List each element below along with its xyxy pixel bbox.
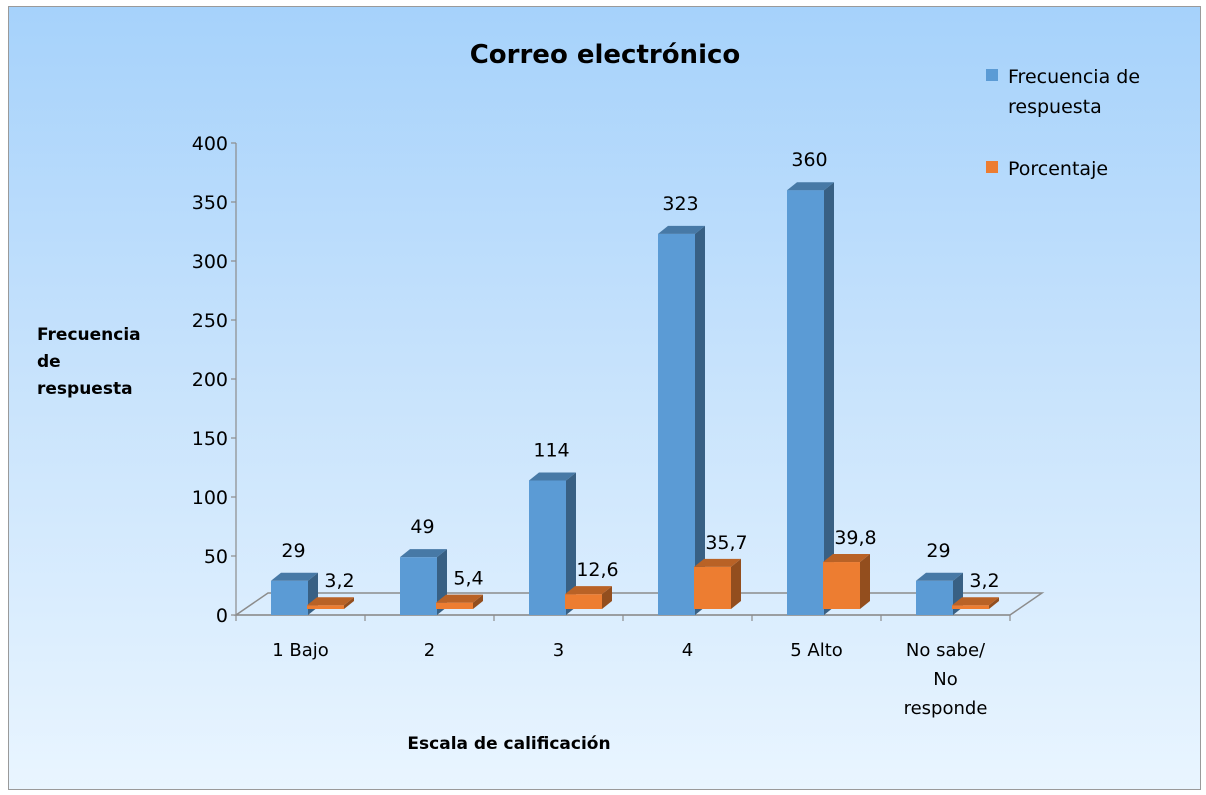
bar-percentage-front — [823, 562, 860, 609]
legend-label: Frecuencia de — [1008, 66, 1140, 88]
bar-percentage-top — [307, 597, 354, 606]
chart-svg: Correo electrónico 0 50 100 150 200 250 300 350… — [37, 40, 1140, 754]
bar-percentage-side — [731, 558, 741, 609]
y-axis-title-line: respuesta — [37, 379, 133, 399]
legend-label: respuesta — [1008, 96, 1102, 118]
bar-percentage-side — [473, 594, 483, 609]
bar-percentage-side — [860, 554, 870, 609]
x-category-label: 4 — [682, 640, 693, 661]
data-label-frequency: 49 — [410, 516, 434, 538]
y-tick-label: 100 — [192, 487, 228, 509]
chart-frame: Correo electrónico 0 50 100 150 200 250 300 350… — [8, 6, 1201, 790]
bar-frequency — [916, 572, 963, 615]
bar-percentage-top — [694, 558, 741, 567]
data-label-percentage: 35,7 — [705, 532, 747, 554]
bar-frequency-front — [529, 480, 566, 615]
data-label-frequency: 29 — [926, 540, 950, 562]
bar-frequency-front — [271, 580, 308, 615]
bar-frequency-top — [658, 225, 705, 234]
chart-title: Correo electrónico — [470, 40, 741, 70]
bar-frequency — [787, 182, 834, 615]
x-category-label: 5 Alto — [790, 640, 843, 661]
bar-percentage-side — [344, 597, 354, 609]
legend-swatch — [986, 69, 998, 81]
bar-percentage-top — [952, 597, 999, 606]
bar-frequency-side — [566, 472, 576, 615]
data-label-percentage: 3,2 — [324, 570, 354, 592]
bar-frequency — [529, 472, 576, 615]
bar-frequency-front — [787, 190, 824, 615]
bar-percentage-side — [602, 586, 612, 609]
bar-frequency-top — [400, 549, 447, 558]
bar-percentage-front — [565, 594, 602, 609]
bar-frequency-top — [529, 472, 576, 481]
bar-frequency-side — [695, 225, 705, 616]
bar-percentage-side — [989, 597, 999, 609]
y-tick-label: 300 — [192, 251, 228, 273]
bar-frequency-front — [658, 233, 695, 616]
bar-frequency-front — [916, 580, 953, 615]
x-category-label: 1 Bajo — [272, 640, 329, 661]
legend: Frecuencia de respuesta Porcentaje — [986, 66, 1140, 180]
bar-frequency-side — [824, 182, 834, 615]
y-axis: 0 50 100 150 200 250 300 350 400 — [192, 133, 1011, 627]
data-label-frequency: 114 — [533, 439, 569, 461]
bar-percentage — [565, 586, 612, 609]
bar-percentage-top — [823, 554, 870, 563]
bar-percentage — [952, 597, 999, 609]
bar-frequency — [658, 225, 705, 616]
x-axis-title: Escala de calificación — [407, 734, 610, 754]
y-tick-label: 250 — [192, 310, 228, 332]
x-axis-categories: 1 Bajo 2 3 4 5 Alto No sabe/No responde — [272, 640, 987, 719]
bar-percentage-top — [565, 586, 612, 595]
y-tick-label: 0 — [216, 605, 228, 627]
data-labels-group: 29 3,2 49 5,4 114 12,6 323 35,7 360 39,8 29 3,2 — [281, 149, 999, 592]
y-tick-label: 400 — [192, 133, 228, 155]
x-category-label: 2 — [424, 640, 435, 661]
bars-group — [271, 182, 999, 616]
data-label-percentage: 3,2 — [969, 570, 999, 592]
bar-frequency-front — [400, 557, 437, 615]
bar-percentage — [436, 594, 483, 609]
bar-frequency — [400, 549, 447, 615]
legend-item-percentage: Porcentaje — [986, 158, 1108, 180]
data-label-frequency: 323 — [662, 193, 698, 215]
x-category-label: No — [933, 669, 957, 690]
data-label-percentage: 39,8 — [834, 527, 876, 549]
data-label-frequency: 29 — [281, 540, 305, 562]
bar-percentage-front — [952, 605, 989, 609]
legend-label: Porcentaje — [1008, 158, 1108, 180]
bar-percentage — [307, 597, 354, 609]
legend-swatch — [986, 161, 998, 173]
data-label-percentage: 5,4 — [453, 568, 483, 590]
data-label-frequency: 360 — [791, 149, 827, 171]
bar-percentage-top — [436, 594, 483, 603]
y-axis-title: Frecuencia de respuesta — [37, 325, 141, 399]
legend-item-frequency: Frecuencia de respuesta — [986, 66, 1140, 118]
bar-percentage — [694, 558, 741, 609]
bar-frequency-top — [916, 572, 963, 581]
bar-percentage — [823, 554, 870, 609]
y-axis-title-line: Frecuencia — [37, 325, 141, 345]
y-axis-title-line: de — [37, 352, 61, 372]
y-tick-label: 50 — [204, 546, 228, 568]
bar-percentage-front — [436, 602, 473, 609]
y-tick-label: 200 — [192, 369, 228, 391]
bar-frequency-top — [271, 572, 318, 581]
x-category-label: No sabe/ — [906, 640, 986, 661]
x-category-label: 3 — [553, 640, 564, 661]
bar-percentage-front — [694, 566, 731, 609]
data-label-percentage: 12,6 — [576, 559, 618, 581]
bar-percentage-front — [307, 605, 344, 609]
y-tick-label: 350 — [192, 192, 228, 214]
x-category-label: responde — [904, 698, 988, 719]
y-tick-label: 150 — [192, 428, 228, 450]
bar-frequency-top — [787, 182, 834, 191]
